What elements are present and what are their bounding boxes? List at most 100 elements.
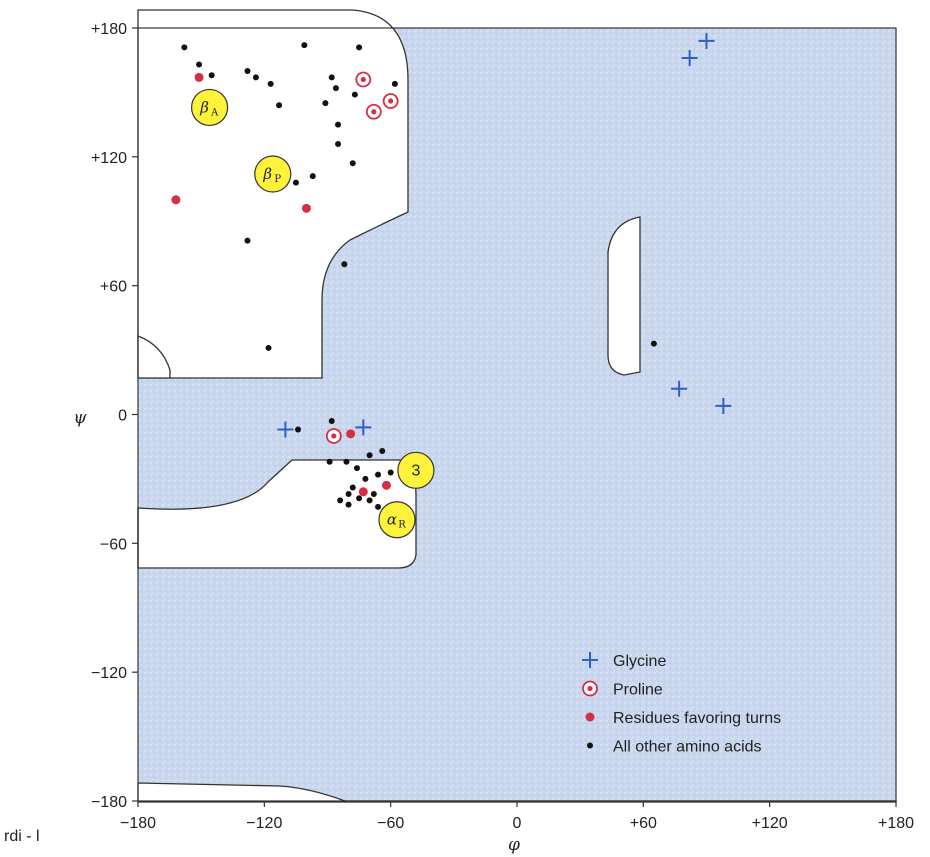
other-residue-point (196, 61, 203, 68)
turn-residue-point (381, 480, 391, 490)
turn-residue-point (171, 195, 181, 205)
region-label-subscript: A (210, 107, 219, 118)
glycine-point (698, 32, 715, 49)
other-residue-point (349, 160, 356, 167)
glycine-point (671, 380, 688, 397)
other-residue-point (292, 179, 299, 186)
legend: Glycine Proline Residues favoring turns All… (582, 652, 781, 756)
region-label-circle (254, 155, 292, 193)
turn-residue-point (194, 72, 204, 82)
other-residue-point (366, 452, 373, 459)
other-residue-point (375, 471, 382, 478)
proline-point (355, 71, 372, 88)
other-residue-point (326, 458, 333, 465)
other-residue-point (322, 100, 329, 107)
turn-residue-point (358, 487, 368, 497)
glycine-point (277, 421, 294, 438)
y-tick-label: −180 (91, 794, 127, 811)
other-residue-point (366, 497, 373, 504)
other-residue-point (370, 490, 377, 497)
other-residue-point (353, 465, 360, 472)
y-tick-label: +60 (100, 279, 127, 296)
other-residue-point (335, 121, 342, 128)
region-label-text: β (199, 98, 209, 116)
other-residue-point (267, 80, 274, 87)
x-tick-label: 0 (513, 815, 522, 832)
other-residue-point (375, 503, 382, 510)
other-residue-point (337, 497, 344, 504)
x-tick-label: +120 (752, 815, 788, 832)
other-residue-point (301, 42, 308, 49)
other-residue-point (351, 91, 358, 98)
region-label-circle (397, 451, 435, 489)
turn-residue-point (301, 203, 311, 213)
legend-proline: Proline (582, 680, 663, 699)
region-label-text: β (262, 165, 272, 183)
other-residue-point (295, 426, 302, 433)
legend-label: Glycine (613, 653, 666, 670)
other-residue-point (341, 261, 348, 268)
glycine-point (715, 397, 732, 414)
other-residue-point (650, 340, 657, 347)
region-label-subscript: R (398, 520, 406, 531)
tick-labels: −180 −120 −60 0 +60 +120 +180 +180 +120 +60 0 −60 −1… (91, 21, 914, 832)
region-labels: β Aβ Pα R3 (190, 88, 435, 539)
other-residue-point (208, 72, 215, 79)
other-residue-point (265, 344, 272, 351)
other-residue-point (362, 475, 369, 482)
other-residue-point (244, 67, 251, 74)
y-tick-label: +120 (91, 150, 127, 167)
y-tick-label: −60 (100, 536, 127, 553)
other-residue-point (349, 484, 356, 491)
proline-point (382, 93, 399, 109)
turn-residue-point (346, 429, 356, 439)
glycine-point (681, 50, 698, 67)
data-markers (171, 32, 732, 510)
other-residue-point (276, 102, 283, 109)
legend-marker (585, 712, 595, 722)
other-residue-point (309, 173, 316, 180)
y-tick-label: 0 (118, 408, 127, 425)
allowed-region-alpha-left (607, 216, 641, 376)
other-residue-point (244, 237, 251, 244)
region-label-text: 3 (411, 462, 420, 479)
allowed-region-alpha (137, 459, 417, 569)
x-axis-title: φ (508, 835, 520, 855)
y-tick-label: +180 (91, 21, 127, 38)
other-residue-point (332, 85, 339, 92)
other-residue-point (379, 448, 386, 455)
allowed-regions (137, 9, 897, 803)
legend-marker (582, 680, 598, 697)
proline-point (325, 428, 342, 444)
tick-marks (132, 27, 897, 807)
legend-label: Residues favoring turns (613, 710, 781, 727)
region-label-text: α (387, 511, 397, 529)
legend-label: Proline (613, 682, 663, 699)
other-residue-point (343, 458, 350, 465)
x-tick-label: −60 (377, 815, 404, 832)
region-label: 3 (397, 451, 435, 489)
y-axis-title: ψ (73, 408, 87, 428)
y-tick-label: −120 (91, 665, 127, 682)
legend-turn-residues: Residues favoring turns (585, 710, 781, 727)
allowed-region-left-edge (137, 335, 171, 379)
proline-point (365, 103, 382, 120)
other-residue-point (252, 74, 259, 81)
other-residue-point (328, 74, 335, 81)
region-label-circle (378, 501, 416, 539)
other-residue-point (391, 80, 398, 87)
legend-marker (582, 652, 598, 668)
x-tick-label: +180 (878, 815, 914, 832)
other-residue-point (345, 501, 352, 508)
x-tick-label: −120 (246, 815, 282, 832)
legend-other-amino-acids: All other amino acids (587, 739, 762, 756)
x-tick-label: +60 (630, 815, 657, 832)
legend-label: All other amino acids (613, 739, 762, 756)
other-residue-point (356, 44, 363, 51)
other-residue-point (335, 140, 342, 147)
legend-glycine: Glycine (582, 652, 666, 670)
other-residue-point (181, 44, 188, 51)
other-residue-point (387, 469, 394, 476)
